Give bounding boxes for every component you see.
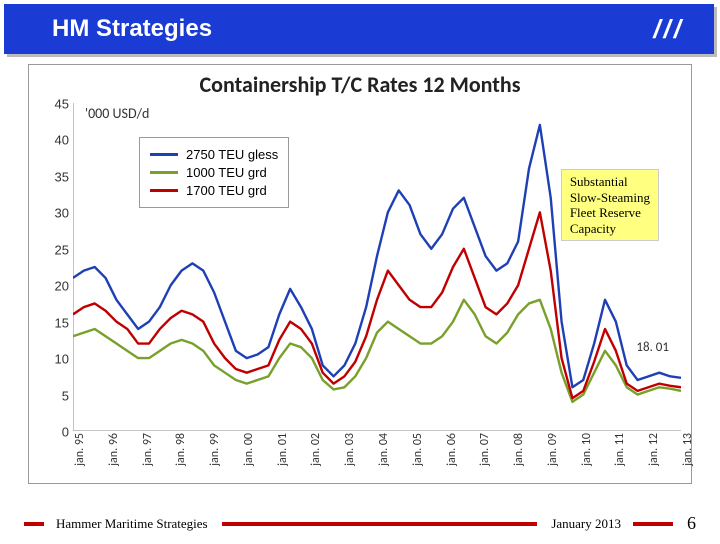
x-tick-label: jan. 95 <box>73 433 87 466</box>
x-tick-label: jan. 06 <box>445 433 459 466</box>
y-tick-label: 45 <box>31 97 69 112</box>
annotation-line: Slow-Steaming <box>570 190 650 206</box>
legend-item: 1700 TEU grd <box>150 183 278 198</box>
footer-bar-icon <box>633 522 673 526</box>
legend-item: 1000 TEU grd <box>150 165 278 180</box>
x-tick-label: jan. 99 <box>208 433 222 466</box>
legend: 2750 TEU gless 1000 TEU grd 1700 TEU grd <box>139 137 289 208</box>
y-tick-label: 5 <box>31 388 69 403</box>
legend-item: 2750 TEU gless <box>150 147 278 162</box>
annotation-line: Substantial <box>570 174 650 190</box>
legend-label: 1700 TEU grd <box>186 183 267 198</box>
footer-left-text: Hammer Maritime Strategies <box>56 516 208 532</box>
y-tick-label: 0 <box>31 425 69 440</box>
x-tick-label: jan. 07 <box>478 433 492 466</box>
legend-swatch-icon <box>150 153 178 156</box>
footer: Hammer Maritime Strategies January 2013 … <box>0 513 720 534</box>
x-axis-labels: jan. 95 jan. 96 jan. 97 jan. 98 jan. 99 jan. … <box>73 433 681 477</box>
legend-label: 1000 TEU grd <box>186 165 267 180</box>
x-tick-label: jan. 09 <box>546 433 560 466</box>
brand-title: HM Strategies <box>52 15 212 43</box>
y-tick-label: 20 <box>31 279 69 294</box>
footer-bar-icon <box>24 522 44 526</box>
x-tick-label: jan. 08 <box>512 433 526 466</box>
x-tick-label: jan. 13 <box>681 433 695 466</box>
data-point-label: 18. 01 <box>636 340 669 355</box>
x-tick-label: jan. 00 <box>242 433 256 466</box>
footer-bar-icon <box>222 522 538 526</box>
legend-swatch-icon <box>150 171 178 174</box>
y-tick-label: 35 <box>31 169 69 184</box>
header-bar: HM Strategies /// <box>4 4 714 54</box>
x-tick-label: jan. 02 <box>309 433 323 466</box>
annotation-line: Capacity <box>570 221 650 237</box>
x-tick-label: jan. 03 <box>343 433 357 466</box>
x-tick-label: jan. 05 <box>411 433 425 466</box>
y-tick-label: 30 <box>31 206 69 221</box>
x-tick-label: jan. 04 <box>377 433 391 466</box>
y-tick-label: 10 <box>31 352 69 367</box>
y-tick-label: 15 <box>31 315 69 330</box>
page-number: 6 <box>687 513 696 534</box>
x-tick-label: jan. 98 <box>174 433 188 466</box>
x-tick-label: jan. 11 <box>613 433 627 466</box>
annotation-line: Fleet Reserve <box>570 205 650 221</box>
chart-container: Containership T/C Rates 12 Months '000 U… <box>28 64 692 484</box>
x-tick-label: jan. 01 <box>276 433 290 466</box>
legend-swatch-icon <box>150 189 178 192</box>
x-tick-label: jan. 12 <box>647 433 661 466</box>
y-tick-label: 40 <box>31 133 69 148</box>
y-tick-label: 25 <box>31 242 69 257</box>
x-tick-label: jan. 10 <box>580 433 594 466</box>
annotation-box: Substantial Slow-Steaming Fleet Reserve … <box>561 169 659 241</box>
slash-decor: /// <box>653 14 684 45</box>
x-tick-label: jan. 96 <box>107 433 121 466</box>
chart-title: Containership T/C Rates 12 Months <box>29 65 691 100</box>
footer-right-text: January 2013 <box>551 516 621 532</box>
legend-label: 2750 TEU gless <box>186 147 278 162</box>
x-tick-label: jan. 97 <box>141 433 155 466</box>
